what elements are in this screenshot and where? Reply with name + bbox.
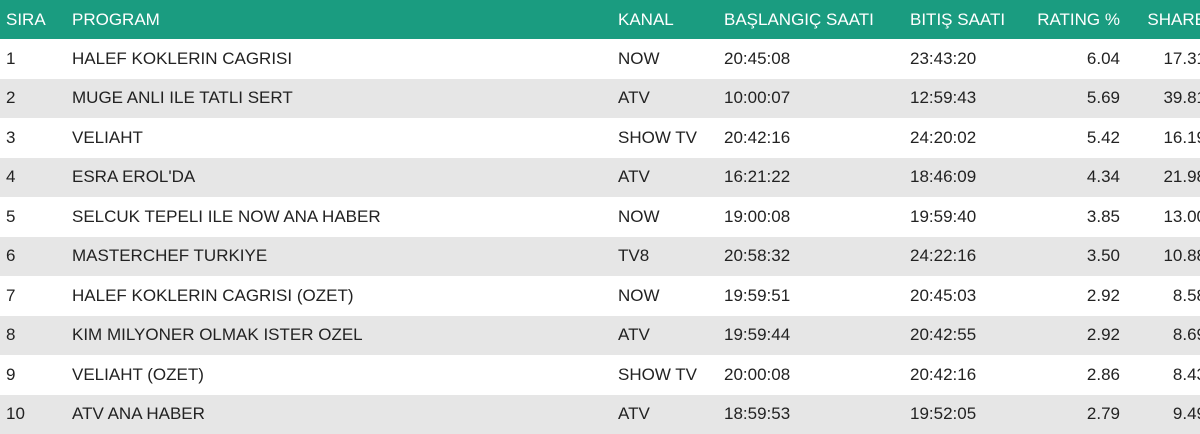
cell-sira: 1 bbox=[0, 39, 72, 79]
cell-program: HALEF KOKLERIN CAGRISI bbox=[72, 39, 618, 79]
cell-sira: 7 bbox=[0, 276, 72, 316]
cell-rating: 3.50 bbox=[1030, 237, 1120, 277]
cell-rating: 2.92 bbox=[1030, 276, 1120, 316]
header-share[interactable]: SHARE bbox=[1120, 0, 1200, 39]
cell-kanal: ATV bbox=[618, 158, 724, 198]
cell-kanal: NOW bbox=[618, 39, 724, 79]
cell-share: 39.81 bbox=[1120, 79, 1200, 119]
cell-rating: 5.69 bbox=[1030, 79, 1120, 119]
cell-baslangic-saati: 18:59:53 bbox=[724, 395, 910, 434]
cell-rating: 2.92 bbox=[1030, 316, 1120, 356]
cell-rating: 4.34 bbox=[1030, 158, 1120, 198]
cell-baslangic-saati: 20:00:08 bbox=[724, 355, 910, 395]
cell-share: 8.43 bbox=[1120, 355, 1200, 395]
cell-share: 13.00 bbox=[1120, 197, 1200, 237]
cell-baslangic-saati: 19:59:44 bbox=[724, 316, 910, 356]
cell-baslangic-saati: 20:45:08 bbox=[724, 39, 910, 79]
table-header: SIRA PROGRAM KANAL BAŞLANGIÇ SAATI BITIŞ… bbox=[0, 0, 1200, 39]
cell-kanal: ATV bbox=[618, 79, 724, 119]
cell-rating: 5.42 bbox=[1030, 118, 1120, 158]
cell-sira: 8 bbox=[0, 316, 72, 356]
cell-sira: 10 bbox=[0, 395, 72, 434]
cell-kanal: ATV bbox=[618, 395, 724, 434]
cell-share: 9.49 bbox=[1120, 395, 1200, 434]
cell-sira: 4 bbox=[0, 158, 72, 198]
cell-share: 17.31 bbox=[1120, 39, 1200, 79]
cell-program: MUGE ANLI ILE TATLI SERT bbox=[72, 79, 618, 119]
cell-baslangic-saati: 20:58:32 bbox=[724, 237, 910, 277]
cell-program: ATV ANA HABER bbox=[72, 395, 618, 434]
header-rating[interactable]: RATING % bbox=[1030, 0, 1120, 39]
cell-rating: 3.85 bbox=[1030, 197, 1120, 237]
cell-share: 21.98 bbox=[1120, 158, 1200, 198]
header-baslangic-saati[interactable]: BAŞLANGIÇ SAATI bbox=[724, 0, 910, 39]
cell-share: 10.88 bbox=[1120, 237, 1200, 277]
cell-kanal: TV8 bbox=[618, 237, 724, 277]
cell-bitis-saati: 19:52:05 bbox=[910, 395, 1030, 434]
cell-bitis-saati: 24:20:02 bbox=[910, 118, 1030, 158]
cell-rating: 6.04 bbox=[1030, 39, 1120, 79]
cell-program: VELIAHT (OZET) bbox=[72, 355, 618, 395]
cell-program: SELCUK TEPELI ILE NOW ANA HABER bbox=[72, 197, 618, 237]
header-sira[interactable]: SIRA bbox=[0, 0, 72, 39]
cell-bitis-saati: 24:22:16 bbox=[910, 237, 1030, 277]
header-row: SIRA PROGRAM KANAL BAŞLANGIÇ SAATI BITIŞ… bbox=[0, 0, 1200, 39]
cell-kanal: NOW bbox=[618, 276, 724, 316]
cell-sira: 9 bbox=[0, 355, 72, 395]
cell-bitis-saati: 20:42:55 bbox=[910, 316, 1030, 356]
cell-kanal: SHOW TV bbox=[618, 355, 724, 395]
cell-bitis-saati: 20:42:16 bbox=[910, 355, 1030, 395]
cell-bitis-saati: 19:59:40 bbox=[910, 197, 1030, 237]
cell-share: 8.58 bbox=[1120, 276, 1200, 316]
cell-sira: 3 bbox=[0, 118, 72, 158]
cell-sira: 5 bbox=[0, 197, 72, 237]
cell-bitis-saati: 20:45:03 bbox=[910, 276, 1030, 316]
cell-program: KIM MILYONER OLMAK ISTER OZEL bbox=[72, 316, 618, 356]
cell-baslangic-saati: 10:00:07 bbox=[724, 79, 910, 119]
cell-baslangic-saati: 20:42:16 bbox=[724, 118, 910, 158]
cell-kanal: SHOW TV bbox=[618, 118, 724, 158]
cell-kanal: NOW bbox=[618, 197, 724, 237]
cell-baslangic-saati: 19:59:51 bbox=[724, 276, 910, 316]
cell-program: MASTERCHEF TURKIYE bbox=[72, 237, 618, 277]
cell-baslangic-saati: 16:21:22 bbox=[724, 158, 910, 198]
header-bitis-saati[interactable]: BITIŞ SAATI bbox=[910, 0, 1030, 39]
cell-sira: 2 bbox=[0, 79, 72, 119]
header-program[interactable]: PROGRAM bbox=[72, 0, 618, 39]
cell-program: VELIAHT bbox=[72, 118, 618, 158]
cell-rating: 2.86 bbox=[1030, 355, 1120, 395]
cell-bitis-saati: 12:59:43 bbox=[910, 79, 1030, 119]
cell-program: ESRA EROL'DA bbox=[72, 158, 618, 198]
cell-share: 16.19 bbox=[1120, 118, 1200, 158]
cell-bitis-saati: 23:43:20 bbox=[910, 39, 1030, 79]
cell-program: HALEF KOKLERIN CAGRISI (OZET) bbox=[72, 276, 618, 316]
cell-sira: 6 bbox=[0, 237, 72, 277]
cell-rating: 2.79 bbox=[1030, 395, 1120, 434]
cell-baslangic-saati: 19:00:08 bbox=[724, 197, 910, 237]
header-kanal[interactable]: KANAL bbox=[618, 0, 724, 39]
cell-bitis-saati: 18:46:09 bbox=[910, 158, 1030, 198]
cell-share: 8.69 bbox=[1120, 316, 1200, 356]
cell-kanal: ATV bbox=[618, 316, 724, 356]
